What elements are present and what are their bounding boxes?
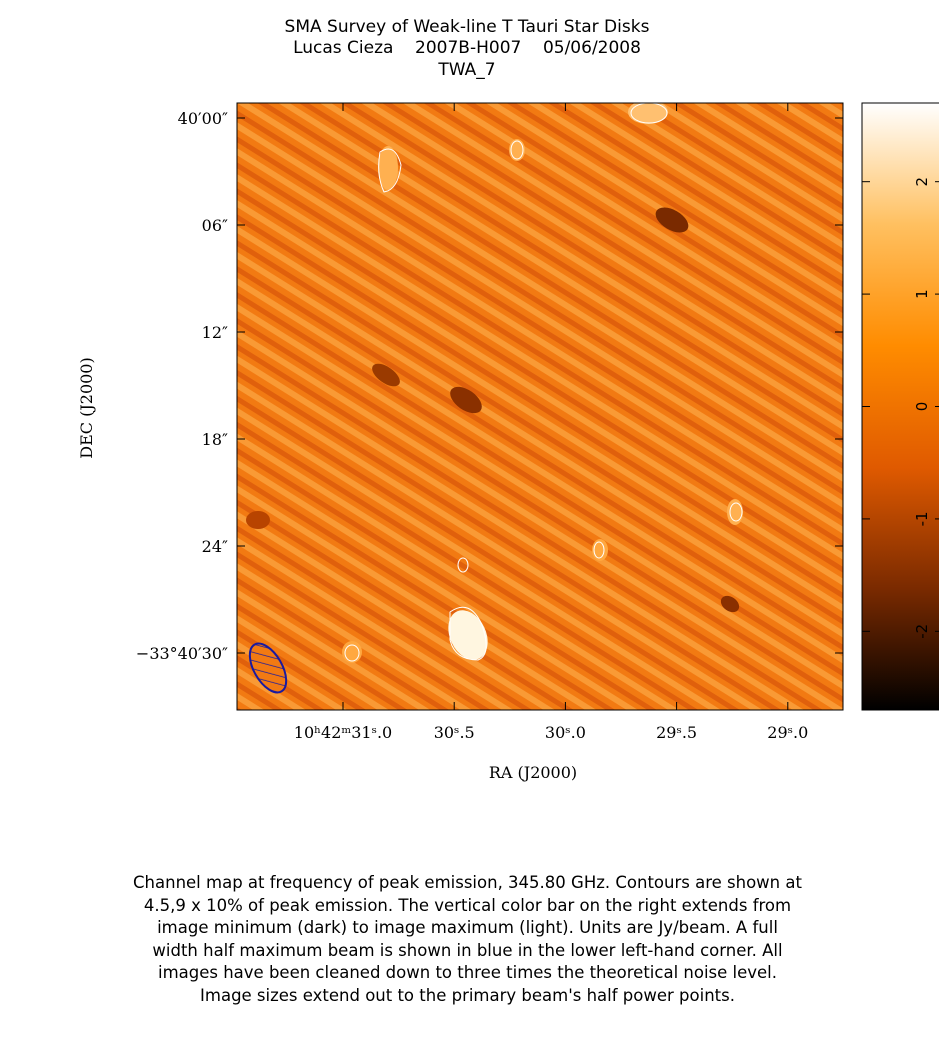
- y-tick-label: 18″: [202, 430, 228, 449]
- caption-line: 4.5,9 x 10% of peak emission. The vertic…: [143, 895, 792, 915]
- colorbar-tick-label: -1: [913, 511, 931, 526]
- colorbar-tick-label: 0: [913, 402, 931, 412]
- colorbar-tick-label: -2: [913, 624, 931, 639]
- title-line: Lucas Cieza 2007B-H007 05/06/2008: [293, 38, 641, 58]
- chart: SMA Survey of Weak-line T Tauri Star Dis…: [77, 17, 939, 782]
- x-axis-label: RA (J2000): [489, 763, 577, 782]
- map-frame: [236, 102, 844, 711]
- y-tick-label: 40′00″: [178, 109, 228, 128]
- y-tick-label: −33°40′30″: [136, 644, 228, 663]
- x-tick-label: 29ˢ.5: [656, 723, 697, 742]
- colorbar-tick-label: 2: [913, 177, 931, 187]
- caption-line: image minimum (dark) to image maximum (l…: [157, 918, 778, 937]
- x-tick-label: 30ˢ.0: [545, 723, 586, 742]
- x-tick-label: 29ˢ.0: [767, 723, 808, 742]
- colorbar-tick-label: 1: [913, 289, 931, 299]
- title-line: SMA Survey of Weak-line T Tauri Star Dis…: [285, 17, 650, 37]
- caption-line: width half maximum beam is shown in blue…: [152, 940, 783, 960]
- caption-line: Image sizes extend out to the primary be…: [200, 985, 735, 1005]
- y-tick-label: 24″: [202, 537, 228, 556]
- x-tick-label: 30ˢ.5: [434, 723, 475, 742]
- map-image: [237, 103, 843, 710]
- caption-line: images have been cleaned down to three t…: [157, 963, 778, 982]
- x-tick-label: 10ʰ42ᵐ31ˢ.0: [294, 723, 392, 742]
- y-tick-label: 06″: [202, 216, 228, 235]
- title-line: TWA_7: [437, 60, 495, 80]
- y-tick-label: 12″: [202, 323, 228, 342]
- colorbar: [862, 103, 939, 710]
- caption-line: Channel map at frequency of peak emissio…: [133, 873, 802, 892]
- y-axis-label: DEC (J2000): [77, 357, 96, 458]
- caption: Channel map at frequency of peak emissio…: [60, 872, 875, 1007]
